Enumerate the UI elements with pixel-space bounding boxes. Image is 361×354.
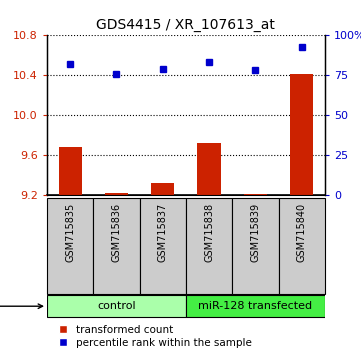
Text: miR-128 transfected: miR-128 transfected [198, 301, 313, 311]
Legend: transformed count, percentile rank within the sample: transformed count, percentile rank withi… [52, 325, 252, 348]
Text: protocol: protocol [0, 301, 43, 311]
Bar [47, 198, 93, 294]
Text: GSM715840: GSM715840 [297, 203, 307, 262]
Text: GSM715836: GSM715836 [112, 203, 121, 262]
Bar [93, 198, 140, 294]
Bar [140, 198, 186, 294]
Title: GDS4415 / XR_107613_at: GDS4415 / XR_107613_at [96, 18, 275, 32]
Text: GSM715839: GSM715839 [251, 203, 260, 262]
Bar [244, 194, 267, 195]
Bar [290, 74, 313, 195]
Bar [105, 193, 128, 195]
Bar [186, 198, 232, 294]
Bar [279, 198, 325, 294]
Text: GSM715835: GSM715835 [65, 203, 75, 262]
Bar [151, 183, 174, 195]
Text: GSM715838: GSM715838 [204, 203, 214, 262]
Bar [58, 147, 82, 195]
Bar [47, 295, 186, 318]
Text: control: control [97, 301, 136, 311]
Bar [186, 295, 325, 318]
Bar [197, 143, 221, 195]
Text: GSM715837: GSM715837 [158, 203, 168, 262]
Bar [232, 198, 279, 294]
